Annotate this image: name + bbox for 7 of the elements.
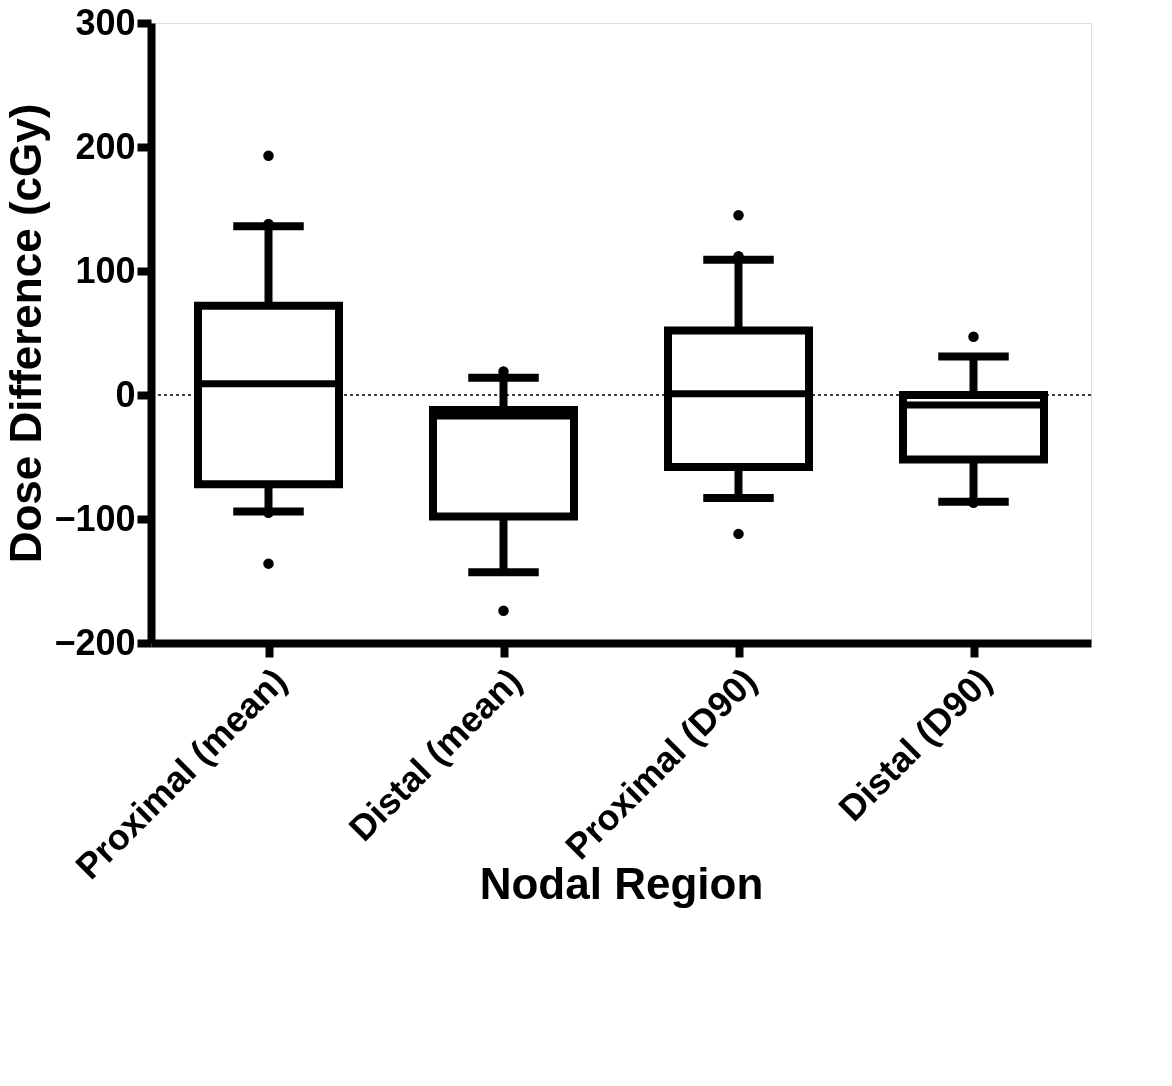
y-tick-label: 300 bbox=[75, 1, 136, 43]
y-tick-label: 200 bbox=[75, 125, 136, 167]
y-tick-label: −100 bbox=[54, 497, 136, 539]
y-tick-label: −200 bbox=[54, 621, 136, 663]
y-tick-label: 100 bbox=[75, 249, 136, 291]
y-tick-label: 0 bbox=[115, 373, 136, 415]
y-axis-title: Dose Difference (cGy) bbox=[1, 103, 51, 564]
